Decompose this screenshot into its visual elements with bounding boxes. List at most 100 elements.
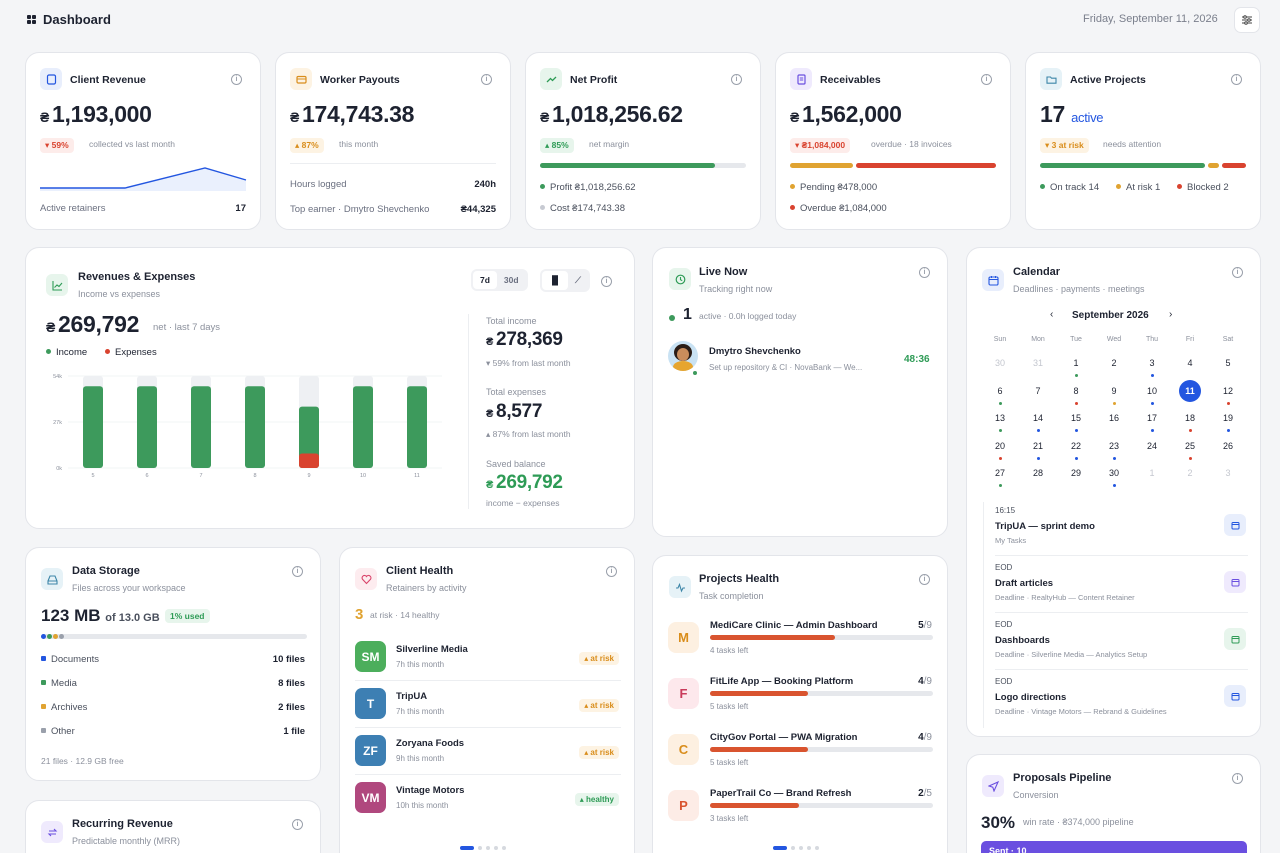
storage-category-value: 10 files	[272, 654, 305, 665]
project-name[interactable]: MediCare Clinic — Admin Dashboard	[710, 620, 878, 631]
calendar-day[interactable]: 17	[1146, 413, 1157, 423]
project-name[interactable]: PaperTrail Co — Brand Refresh	[710, 788, 852, 799]
prev-month-chevron-icon[interactable]: ‹	[1050, 309, 1054, 320]
income-bar[interactable]	[137, 386, 157, 468]
send-icon	[982, 775, 1004, 797]
income-trend-note: ▾ 59% from last month	[486, 358, 571, 368]
calendar-day[interactable]: 1	[1073, 358, 1079, 368]
calendar-day[interactable]: 14	[1032, 413, 1043, 423]
info-icon[interactable]: i	[292, 566, 303, 577]
client-name[interactable]: Zoryana Foods	[396, 738, 465, 749]
client-name[interactable]: Vintage Motors	[396, 785, 465, 796]
kpi-card-client-revenue[interactable]: Client Revenue i ₴ 1,193,000 ▾ 59% collec…	[25, 52, 261, 230]
calendar-day[interactable]: 20	[994, 440, 1005, 451]
calendar-day[interactable]: 24	[1146, 440, 1157, 451]
info-icon[interactable]: i	[606, 566, 617, 577]
projects-pager[interactable]	[773, 846, 819, 850]
card-subtitle: Predictable monthly (MRR)	[72, 836, 181, 846]
calendar-day[interactable]: 4	[1187, 358, 1193, 368]
event-title[interactable]: Logo directions	[995, 692, 1067, 703]
bar-chart-icon[interactable]: ▐▌	[542, 271, 569, 290]
calendar-day[interactable]: 19	[1222, 413, 1233, 423]
calendar-day[interactable]: 22	[1070, 440, 1081, 451]
info-icon[interactable]: i	[731, 74, 742, 85]
info-icon[interactable]: i	[1232, 267, 1243, 278]
kpi-card-worker-payouts[interactable]: Worker Payouts i ₴ 174,743.38 ▴ 87% this …	[275, 52, 511, 230]
info-icon[interactable]: i	[601, 276, 612, 287]
event-title[interactable]: Dashboards	[995, 635, 1050, 646]
calendar-day[interactable]: 5	[1225, 358, 1231, 368]
kpi-card-net-profit[interactable]: Net Profit i ₴ 1,018,256.62 ▴ 85% net mar…	[525, 52, 761, 230]
calendar-day[interactable]: 18	[1184, 413, 1195, 423]
client-name[interactable]: TripUA	[396, 691, 428, 702]
expense-bar[interactable]	[299, 453, 319, 468]
calendar-day[interactable]: 26	[1222, 440, 1233, 451]
tab-7d[interactable]: 7d	[473, 271, 497, 289]
sent-stage-bar[interactable]: Sent · 10	[981, 841, 1247, 853]
calendar-day[interactable]: 2	[1111, 358, 1117, 368]
calendar-day[interactable]: 10	[1146, 385, 1157, 396]
calendar-day[interactable]: 29	[1070, 468, 1081, 478]
calendar-day[interactable]: 13	[994, 413, 1005, 423]
income-bar[interactable]	[245, 386, 265, 468]
calendar-day[interactable]: 2	[1187, 468, 1193, 478]
line-chart-toggle-icon[interactable]: ⟋	[575, 275, 581, 285]
calendar-event-icon[interactable]	[1224, 571, 1246, 593]
calendar-day[interactable]: 9	[1111, 385, 1117, 396]
cost-legend: Cost ₴174,743.38	[540, 203, 625, 214]
event-title[interactable]: TripUA — sprint demo	[995, 521, 1095, 532]
calendar-day[interactable]: 25	[1184, 440, 1195, 451]
active-retainers-label: Active retainers	[40, 203, 106, 214]
settings-sliders-button[interactable]	[1234, 7, 1260, 33]
kpi-card-active-projects[interactable]: Active Projects i 17 active ▾ 3 at risk …	[1025, 52, 1261, 230]
calendar-day[interactable]: 30	[994, 358, 1005, 368]
calendar-day[interactable]: 3	[1149, 358, 1155, 368]
client-name[interactable]: Silverline Media	[396, 644, 468, 655]
trend-badge: ▴ 85%	[540, 138, 574, 153]
income-bar[interactable]	[83, 386, 103, 468]
calendar-day[interactable]: 31	[1032, 358, 1043, 368]
income-bar[interactable]	[353, 386, 373, 468]
info-icon[interactable]: i	[1232, 773, 1243, 784]
calendar-day[interactable]: 16	[1108, 413, 1119, 423]
calendar-day[interactable]: 30	[1108, 468, 1119, 478]
info-icon[interactable]: i	[981, 74, 992, 85]
calendar-event-icon[interactable]	[1224, 685, 1246, 707]
calendar-day[interactable]: 11	[1179, 379, 1201, 402]
calendar-day[interactable]: 23	[1108, 440, 1119, 451]
kpi-card-receivables[interactable]: Receivables i ₴ 1,562,000 ▾ ₴1,084,000 ov…	[775, 52, 1011, 230]
calendar-day[interactable]: 12	[1222, 385, 1233, 396]
calendar-day[interactable]: 1	[1149, 468, 1155, 478]
event-title[interactable]: Draft articles	[995, 578, 1054, 589]
project-name[interactable]: CityGov Portal — PWA Migration	[710, 732, 858, 743]
calendar-event-icon[interactable]	[1224, 514, 1246, 536]
income-bar[interactable]	[191, 386, 211, 468]
info-icon[interactable]: i	[1231, 74, 1242, 85]
info-icon[interactable]: i	[919, 267, 930, 278]
calendar-day[interactable]: 3	[1225, 468, 1231, 478]
info-icon[interactable]: i	[292, 819, 303, 830]
info-icon[interactable]: i	[919, 574, 930, 585]
calendar-event-icon[interactable]	[1224, 628, 1246, 650]
next-month-chevron-icon[interactable]: ›	[1169, 309, 1173, 320]
card-title: Client Health	[386, 565, 454, 577]
projects-health-card: Projects Health Task completion i M MediC…	[652, 555, 948, 853]
calendar-day[interactable]: 6	[997, 385, 1003, 396]
calendar-day[interactable]: 15	[1070, 413, 1081, 423]
person-name[interactable]: Dmytro Shevchenko	[709, 346, 801, 357]
calendar-day[interactable]: 21	[1032, 440, 1043, 451]
calendar-day[interactable]: 8	[1073, 385, 1079, 396]
client-pager[interactable]	[460, 846, 506, 850]
calendar-day[interactable]: 7	[1035, 385, 1041, 396]
card-subtitle: Files across your workspace	[72, 583, 186, 593]
project-name[interactable]: FitLife App — Booking Platform	[710, 676, 854, 687]
event-marker	[1074, 374, 1078, 377]
info-icon[interactable]: i	[231, 74, 242, 85]
info-icon[interactable]: i	[481, 74, 492, 85]
calendar-day[interactable]: 27	[994, 468, 1005, 478]
income-bar[interactable]	[407, 386, 427, 468]
income-bar[interactable]	[299, 406, 319, 468]
tab-30d[interactable]: 30d	[503, 275, 519, 285]
client-hours: 7h this month	[396, 707, 445, 716]
calendar-day[interactable]: 28	[1032, 468, 1043, 478]
